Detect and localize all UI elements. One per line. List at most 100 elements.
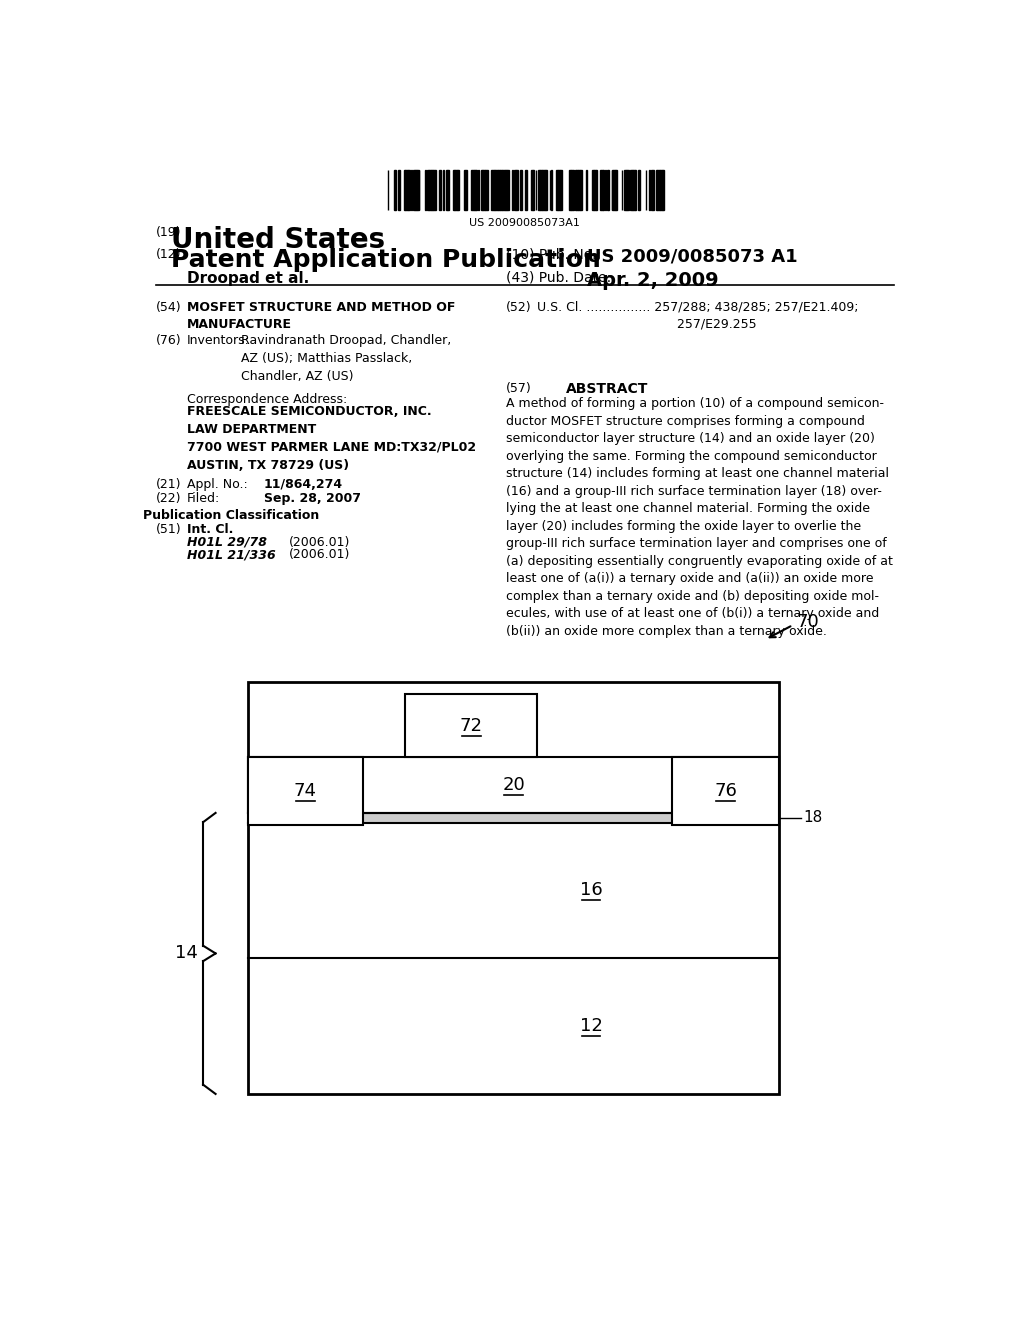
Text: H01L 29/78: H01L 29/78 bbox=[187, 536, 267, 549]
Text: Correspondence Address:: Correspondence Address: bbox=[187, 393, 347, 407]
Bar bbox=[442, 170, 444, 210]
Text: 72: 72 bbox=[460, 717, 483, 735]
Bar bbox=[406, 694, 538, 758]
Bar bbox=[541, 170, 542, 210]
Bar bbox=[492, 170, 494, 210]
Bar bbox=[427, 170, 429, 210]
Bar bbox=[394, 170, 395, 210]
Text: 74: 74 bbox=[294, 783, 317, 800]
Bar bbox=[408, 170, 410, 210]
Text: 76: 76 bbox=[714, 783, 737, 800]
Text: (19): (19) bbox=[156, 226, 181, 239]
Text: MOSFET STRUCTURE AND METHOD OF
MANUFACTURE: MOSFET STRUCTURE AND METHOD OF MANUFACTU… bbox=[187, 301, 456, 331]
Text: US 2009/0085073 A1: US 2009/0085073 A1 bbox=[587, 248, 798, 265]
Bar bbox=[498, 170, 500, 210]
Text: H01L 21/336: H01L 21/336 bbox=[187, 548, 275, 561]
Bar bbox=[656, 170, 659, 210]
Bar bbox=[560, 170, 562, 210]
Bar bbox=[524, 170, 527, 210]
Bar bbox=[471, 170, 474, 210]
Text: (2006.01): (2006.01) bbox=[289, 536, 350, 549]
Bar bbox=[651, 170, 654, 210]
Text: (21): (21) bbox=[156, 478, 181, 491]
Bar bbox=[578, 170, 580, 210]
Bar bbox=[453, 170, 455, 210]
Text: (54): (54) bbox=[156, 301, 181, 314]
Bar bbox=[248, 758, 362, 825]
Text: (10) Pub. No.:: (10) Pub. No.: bbox=[506, 248, 601, 261]
Bar bbox=[503, 170, 505, 210]
Text: 14: 14 bbox=[175, 944, 198, 962]
Text: United States: United States bbox=[171, 226, 385, 255]
Bar bbox=[464, 170, 467, 210]
Text: (12): (12) bbox=[156, 248, 181, 261]
Text: U.S. Cl. ................ 257/288; 438/285; 257/E21.409;
                       : U.S. Cl. ................ 257/288; 438/2… bbox=[538, 301, 859, 331]
Bar bbox=[248, 758, 779, 813]
Bar bbox=[542, 170, 545, 210]
Text: (52): (52) bbox=[506, 301, 531, 314]
Text: Sep. 28, 2007: Sep. 28, 2007 bbox=[263, 492, 360, 504]
Bar bbox=[514, 170, 516, 210]
Text: US 20090085073A1: US 20090085073A1 bbox=[469, 218, 581, 227]
Text: (22): (22) bbox=[156, 492, 181, 504]
Text: (51): (51) bbox=[156, 524, 181, 536]
Bar bbox=[457, 170, 458, 210]
Text: (76): (76) bbox=[156, 334, 181, 347]
Bar bbox=[397, 170, 400, 210]
Bar bbox=[600, 170, 603, 210]
Text: A method of forming a portion (10) of a compound semicon-
ductor MOSFET structur: A method of forming a portion (10) of a … bbox=[506, 397, 893, 638]
Bar bbox=[414, 170, 415, 210]
Bar bbox=[575, 170, 578, 210]
Bar bbox=[531, 170, 532, 210]
Bar bbox=[672, 758, 779, 825]
Bar bbox=[248, 813, 779, 822]
Text: Filed:: Filed: bbox=[187, 492, 220, 504]
Text: 70: 70 bbox=[796, 612, 819, 631]
Text: ABSTRACT: ABSTRACT bbox=[566, 381, 648, 396]
Text: Publication Classification: Publication Classification bbox=[143, 508, 319, 521]
Text: 16: 16 bbox=[580, 882, 602, 899]
Text: FREESCALE SEMICONDUCTOR, INC.
LAW DEPARTMENT
7700 WEST PARMER LANE MD:TX32/PL02
: FREESCALE SEMICONDUCTOR, INC. LAW DEPART… bbox=[187, 405, 476, 471]
Bar bbox=[520, 170, 521, 210]
Bar bbox=[432, 170, 435, 210]
Bar bbox=[556, 170, 558, 210]
Bar bbox=[571, 170, 573, 210]
Text: Apr. 2, 2009: Apr. 2, 2009 bbox=[587, 271, 719, 290]
Text: (57): (57) bbox=[506, 381, 531, 395]
Bar bbox=[659, 170, 662, 210]
Bar bbox=[627, 170, 630, 210]
Text: Int. Cl.: Int. Cl. bbox=[187, 524, 233, 536]
Text: Patent Application Publication: Patent Application Publication bbox=[171, 248, 601, 272]
Bar bbox=[483, 170, 484, 210]
Bar bbox=[558, 170, 560, 210]
Bar bbox=[607, 170, 609, 210]
Bar bbox=[532, 170, 535, 210]
Bar bbox=[404, 170, 408, 210]
Bar bbox=[663, 170, 665, 210]
Bar bbox=[569, 170, 571, 210]
Bar bbox=[624, 170, 627, 210]
Text: (2006.01): (2006.01) bbox=[289, 548, 350, 561]
Bar bbox=[516, 170, 518, 210]
Bar bbox=[649, 170, 650, 210]
Text: Ravindranath Droopad, Chandler,
AZ (US); Matthias Passlack,
Chandler, AZ (US): Ravindranath Droopad, Chandler, AZ (US);… bbox=[241, 334, 452, 383]
Text: 18: 18 bbox=[804, 810, 823, 825]
Bar bbox=[546, 170, 547, 210]
Bar bbox=[594, 170, 596, 210]
Text: 12: 12 bbox=[580, 1016, 602, 1035]
Text: 20: 20 bbox=[502, 776, 525, 795]
Bar bbox=[248, 682, 779, 1094]
Bar bbox=[455, 170, 457, 210]
Bar bbox=[429, 170, 431, 210]
Bar bbox=[633, 170, 635, 210]
Bar bbox=[580, 170, 583, 210]
Bar bbox=[538, 170, 540, 210]
Text: 11/864,274: 11/864,274 bbox=[263, 478, 343, 491]
Bar bbox=[500, 170, 503, 210]
Bar bbox=[507, 170, 509, 210]
Bar bbox=[417, 170, 419, 210]
Text: Inventors:: Inventors: bbox=[187, 334, 250, 347]
Bar bbox=[446, 170, 449, 210]
Bar bbox=[496, 170, 498, 210]
Text: Appl. No.:: Appl. No.: bbox=[187, 478, 248, 491]
